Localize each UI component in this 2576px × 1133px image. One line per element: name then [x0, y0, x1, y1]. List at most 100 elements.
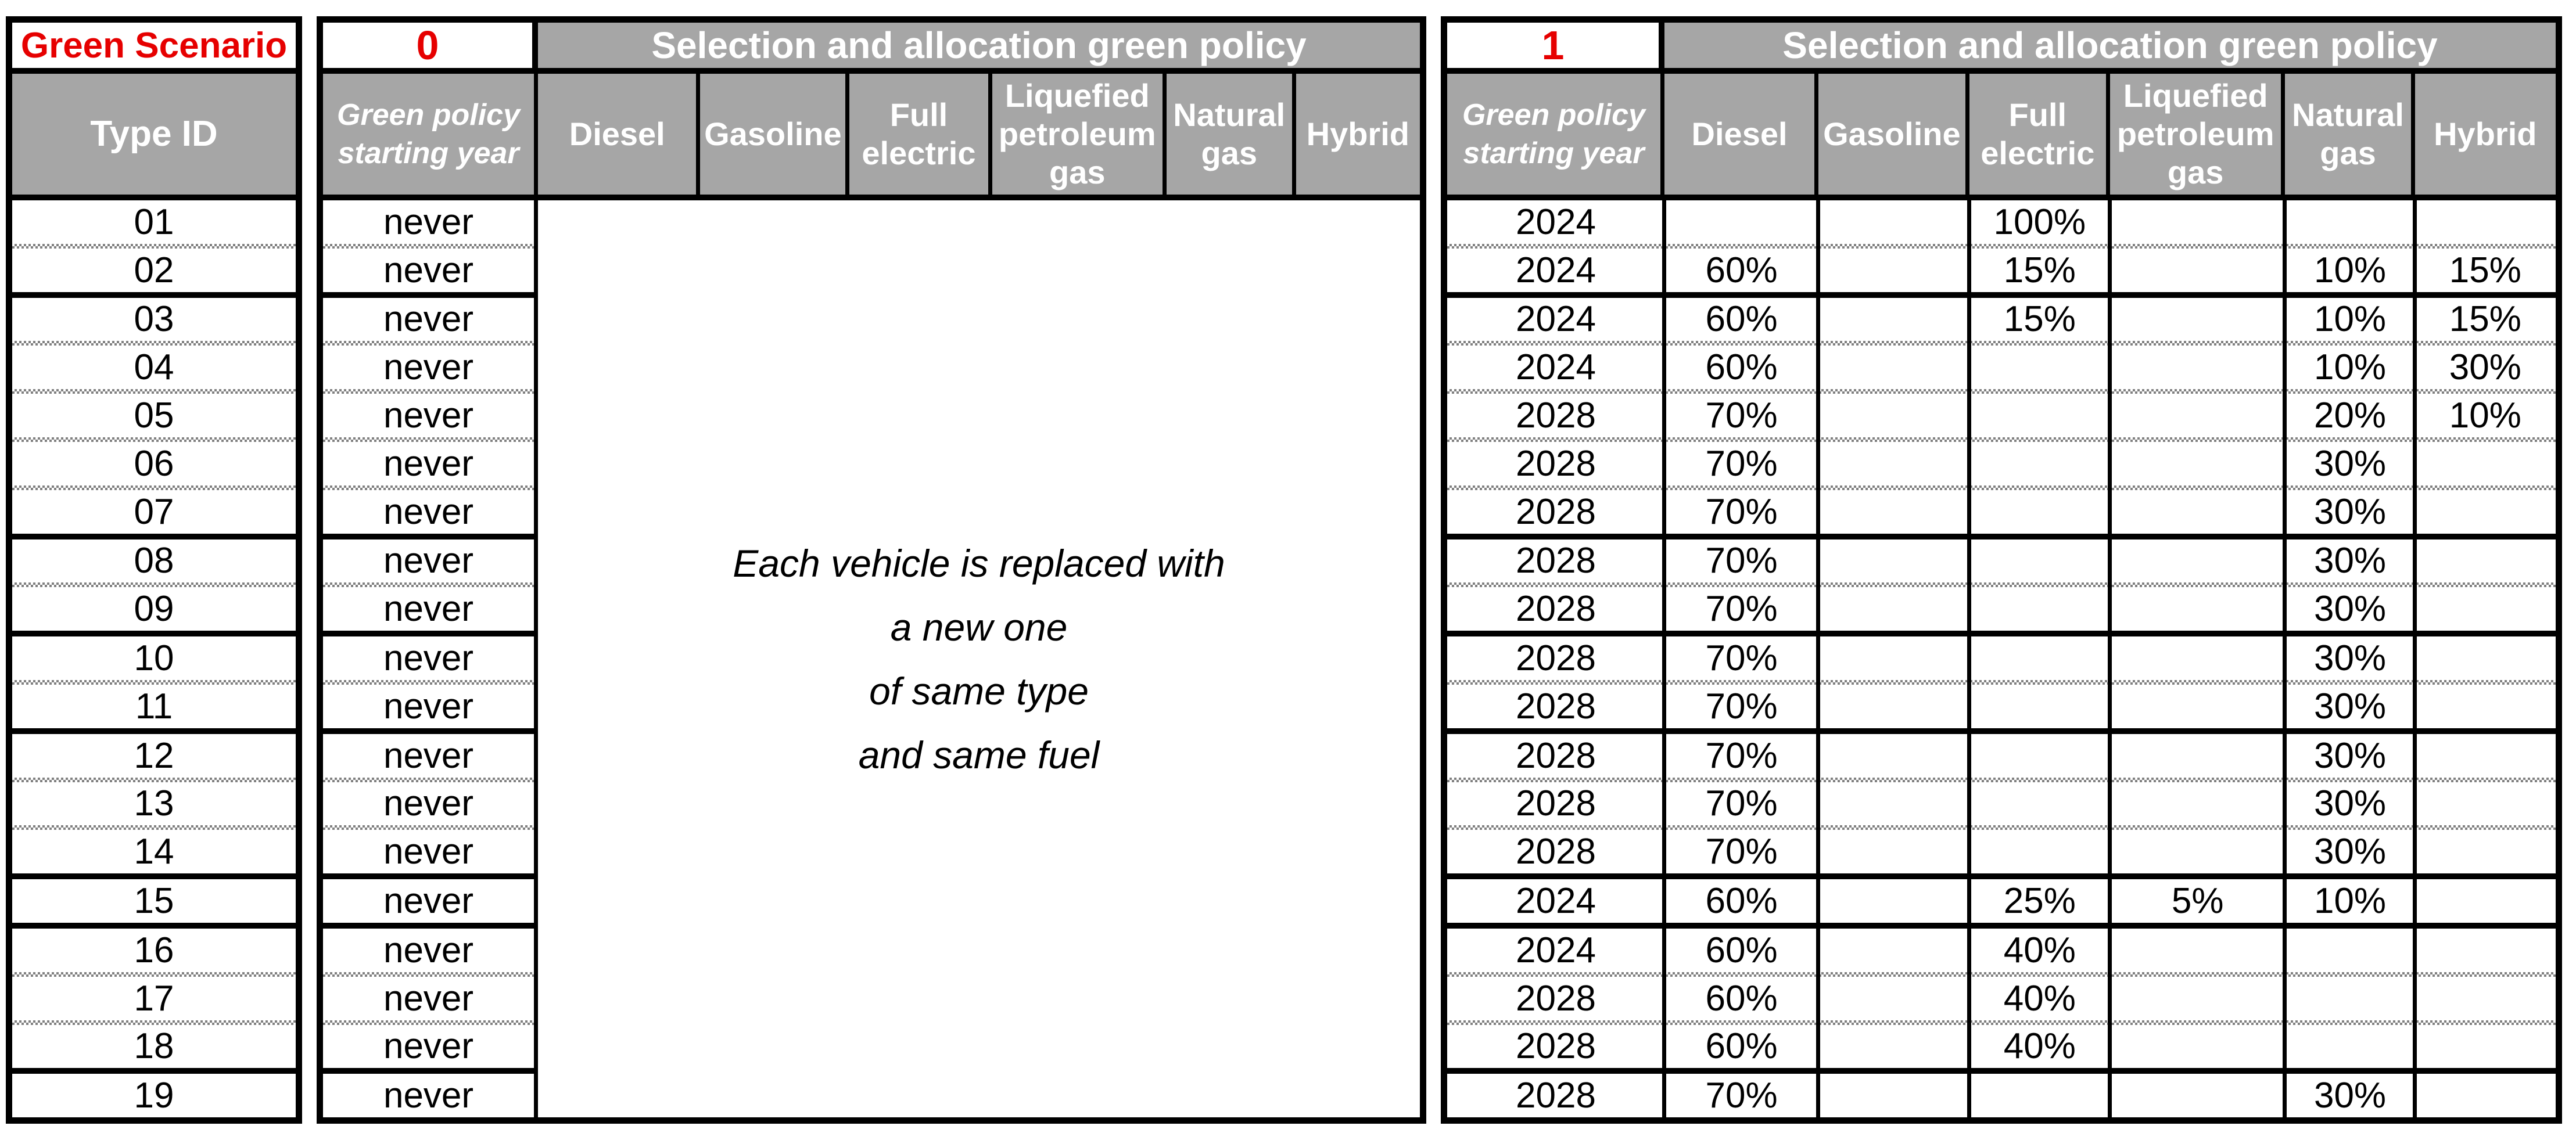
starting-year-cell[interactable]: never	[383, 832, 474, 872]
allocation-cell[interactable]: 70%	[1705, 783, 1778, 824]
allocation-cell[interactable]: 70%	[1705, 491, 1778, 532]
starting-year-cell[interactable]: never	[383, 347, 474, 388]
starting-year-cell[interactable]: never	[383, 638, 474, 679]
allocation-cell[interactable]: 10%	[2313, 299, 2387, 340]
allocation-cell[interactable]	[2110, 1074, 2285, 1117]
type-id-cell[interactable]: 06	[134, 443, 174, 484]
allocation-cell[interactable]: 15%	[2003, 299, 2076, 340]
allocation-cell[interactable]	[1818, 929, 1969, 972]
allocation-cell[interactable]: 100%	[1993, 202, 2086, 242]
allocation-cell[interactable]	[2415, 636, 2556, 680]
allocation-cell[interactable]	[1969, 587, 2110, 631]
allocation-cell[interactable]	[2285, 200, 2414, 244]
allocation-cell[interactable]	[1969, 442, 2110, 485]
starting-year-cell[interactable]: 2028	[1516, 395, 1596, 436]
allocation-cell[interactable]: 30%	[2313, 443, 2387, 484]
allocation-cell[interactable]	[1818, 249, 1969, 292]
allocation-cell[interactable]	[2415, 200, 2556, 244]
starting-year-cell[interactable]: 2028	[1516, 978, 1596, 1019]
allocation-cell[interactable]: 40%	[2003, 978, 2076, 1019]
starting-year-cell[interactable]: 2024	[1516, 299, 1596, 340]
allocation-cell[interactable]	[2415, 734, 2556, 778]
allocation-cell[interactable]	[1969, 830, 2110, 873]
allocation-cell[interactable]: 30%	[2313, 735, 2387, 776]
type-id-cell[interactable]: 09	[134, 589, 174, 630]
starting-year-cell[interactable]: 2024	[1516, 202, 1596, 242]
allocation-cell[interactable]: 30%	[2313, 783, 2387, 824]
type-id-cell[interactable]: 17	[134, 978, 174, 1019]
allocation-cell[interactable]	[2110, 929, 2285, 972]
type-id-cell[interactable]: 03	[134, 299, 174, 340]
allocation-cell[interactable]	[1969, 394, 2110, 437]
scenario-0-number[interactable]: 0	[323, 23, 539, 68]
allocation-cell[interactable]: 30%	[2313, 638, 2387, 679]
allocation-cell[interactable]	[2415, 782, 2556, 826]
allocation-cell[interactable]: 20%	[2313, 395, 2387, 436]
allocation-cell[interactable]: 10%	[2313, 881, 2387, 922]
allocation-cell[interactable]: 10%	[2313, 250, 2387, 290]
allocation-cell[interactable]: 30%	[2313, 686, 2387, 726]
allocation-cell[interactable]	[2110, 782, 2285, 826]
allocation-cell[interactable]: 70%	[1705, 541, 1778, 581]
allocation-cell[interactable]	[2415, 539, 2556, 583]
starting-year-cell[interactable]: 2028	[1516, 589, 1596, 630]
allocation-cell[interactable]	[1969, 685, 2110, 728]
starting-year-cell[interactable]: never	[383, 783, 474, 824]
allocation-cell[interactable]	[1818, 636, 1969, 680]
starting-year-cell[interactable]: never	[383, 930, 474, 970]
type-id-cell[interactable]: 08	[134, 541, 174, 581]
allocation-cell[interactable]: 60%	[1705, 347, 1778, 388]
allocation-cell[interactable]	[2415, 685, 2556, 728]
allocation-cell[interactable]	[1818, 587, 1969, 631]
allocation-cell[interactable]	[2415, 1025, 2556, 1069]
allocation-cell[interactable]	[2285, 977, 2414, 1020]
starting-year-cell[interactable]: 2024	[1516, 347, 1596, 388]
allocation-cell[interactable]	[1969, 782, 2110, 826]
type-id-cell[interactable]: 13	[134, 783, 174, 824]
type-id-cell[interactable]: 10	[134, 638, 174, 679]
allocation-cell[interactable]	[1818, 685, 1969, 728]
allocation-cell[interactable]	[2110, 442, 2285, 485]
allocation-cell[interactable]	[2110, 685, 2285, 728]
allocation-cell[interactable]: 70%	[1705, 589, 1778, 630]
type-id-cell[interactable]: 02	[134, 250, 174, 290]
type-id-cell[interactable]: 15	[134, 881, 174, 922]
allocation-cell[interactable]	[2110, 490, 2285, 534]
allocation-cell[interactable]	[2110, 830, 2285, 873]
starting-year-cell[interactable]: never	[383, 881, 474, 922]
allocation-cell[interactable]	[2110, 1025, 2285, 1069]
allocation-cell[interactable]: 70%	[1705, 1076, 1778, 1116]
allocation-cell[interactable]: 40%	[2003, 930, 2076, 970]
type-id-cell[interactable]: 19	[134, 1076, 174, 1116]
allocation-cell[interactable]	[2110, 734, 2285, 778]
allocation-cell[interactable]	[2415, 442, 2556, 485]
allocation-cell[interactable]	[2285, 1025, 2414, 1069]
allocation-cell[interactable]: 60%	[1705, 930, 1778, 970]
starting-year-cell[interactable]: never	[383, 491, 474, 532]
allocation-cell[interactable]	[2110, 394, 2285, 437]
allocation-cell[interactable]: 70%	[1705, 832, 1778, 872]
allocation-cell[interactable]: 30%	[2313, 541, 2387, 581]
starting-year-cell[interactable]: never	[383, 978, 474, 1019]
allocation-cell[interactable]	[1664, 200, 1818, 244]
allocation-cell[interactable]: 15%	[2003, 250, 2076, 290]
allocation-cell[interactable]	[2110, 200, 2285, 244]
allocation-cell[interactable]	[1818, 977, 1969, 1020]
allocation-cell[interactable]	[1969, 734, 2110, 778]
allocation-cell[interactable]: 40%	[2003, 1026, 2076, 1067]
allocation-cell[interactable]	[1818, 490, 1969, 534]
type-id-cell[interactable]: 14	[134, 832, 174, 872]
allocation-cell[interactable]: 70%	[1705, 735, 1778, 776]
starting-year-cell[interactable]: 2028	[1516, 1026, 1596, 1067]
starting-year-cell[interactable]: never	[383, 589, 474, 630]
allocation-cell[interactable]	[2110, 636, 2285, 680]
allocation-cell[interactable]	[1818, 1074, 1969, 1117]
allocation-cell[interactable]	[1818, 442, 1969, 485]
type-id-cell[interactable]: 04	[134, 347, 174, 388]
starting-year-cell[interactable]: never	[383, 395, 474, 436]
starting-year-cell[interactable]: never	[383, 250, 474, 290]
allocation-cell[interactable]: 15%	[2449, 250, 2521, 290]
allocation-cell[interactable]	[2110, 298, 2285, 341]
starting-year-cell[interactable]: 2028	[1516, 491, 1596, 532]
type-id-cell[interactable]: 11	[135, 686, 173, 726]
